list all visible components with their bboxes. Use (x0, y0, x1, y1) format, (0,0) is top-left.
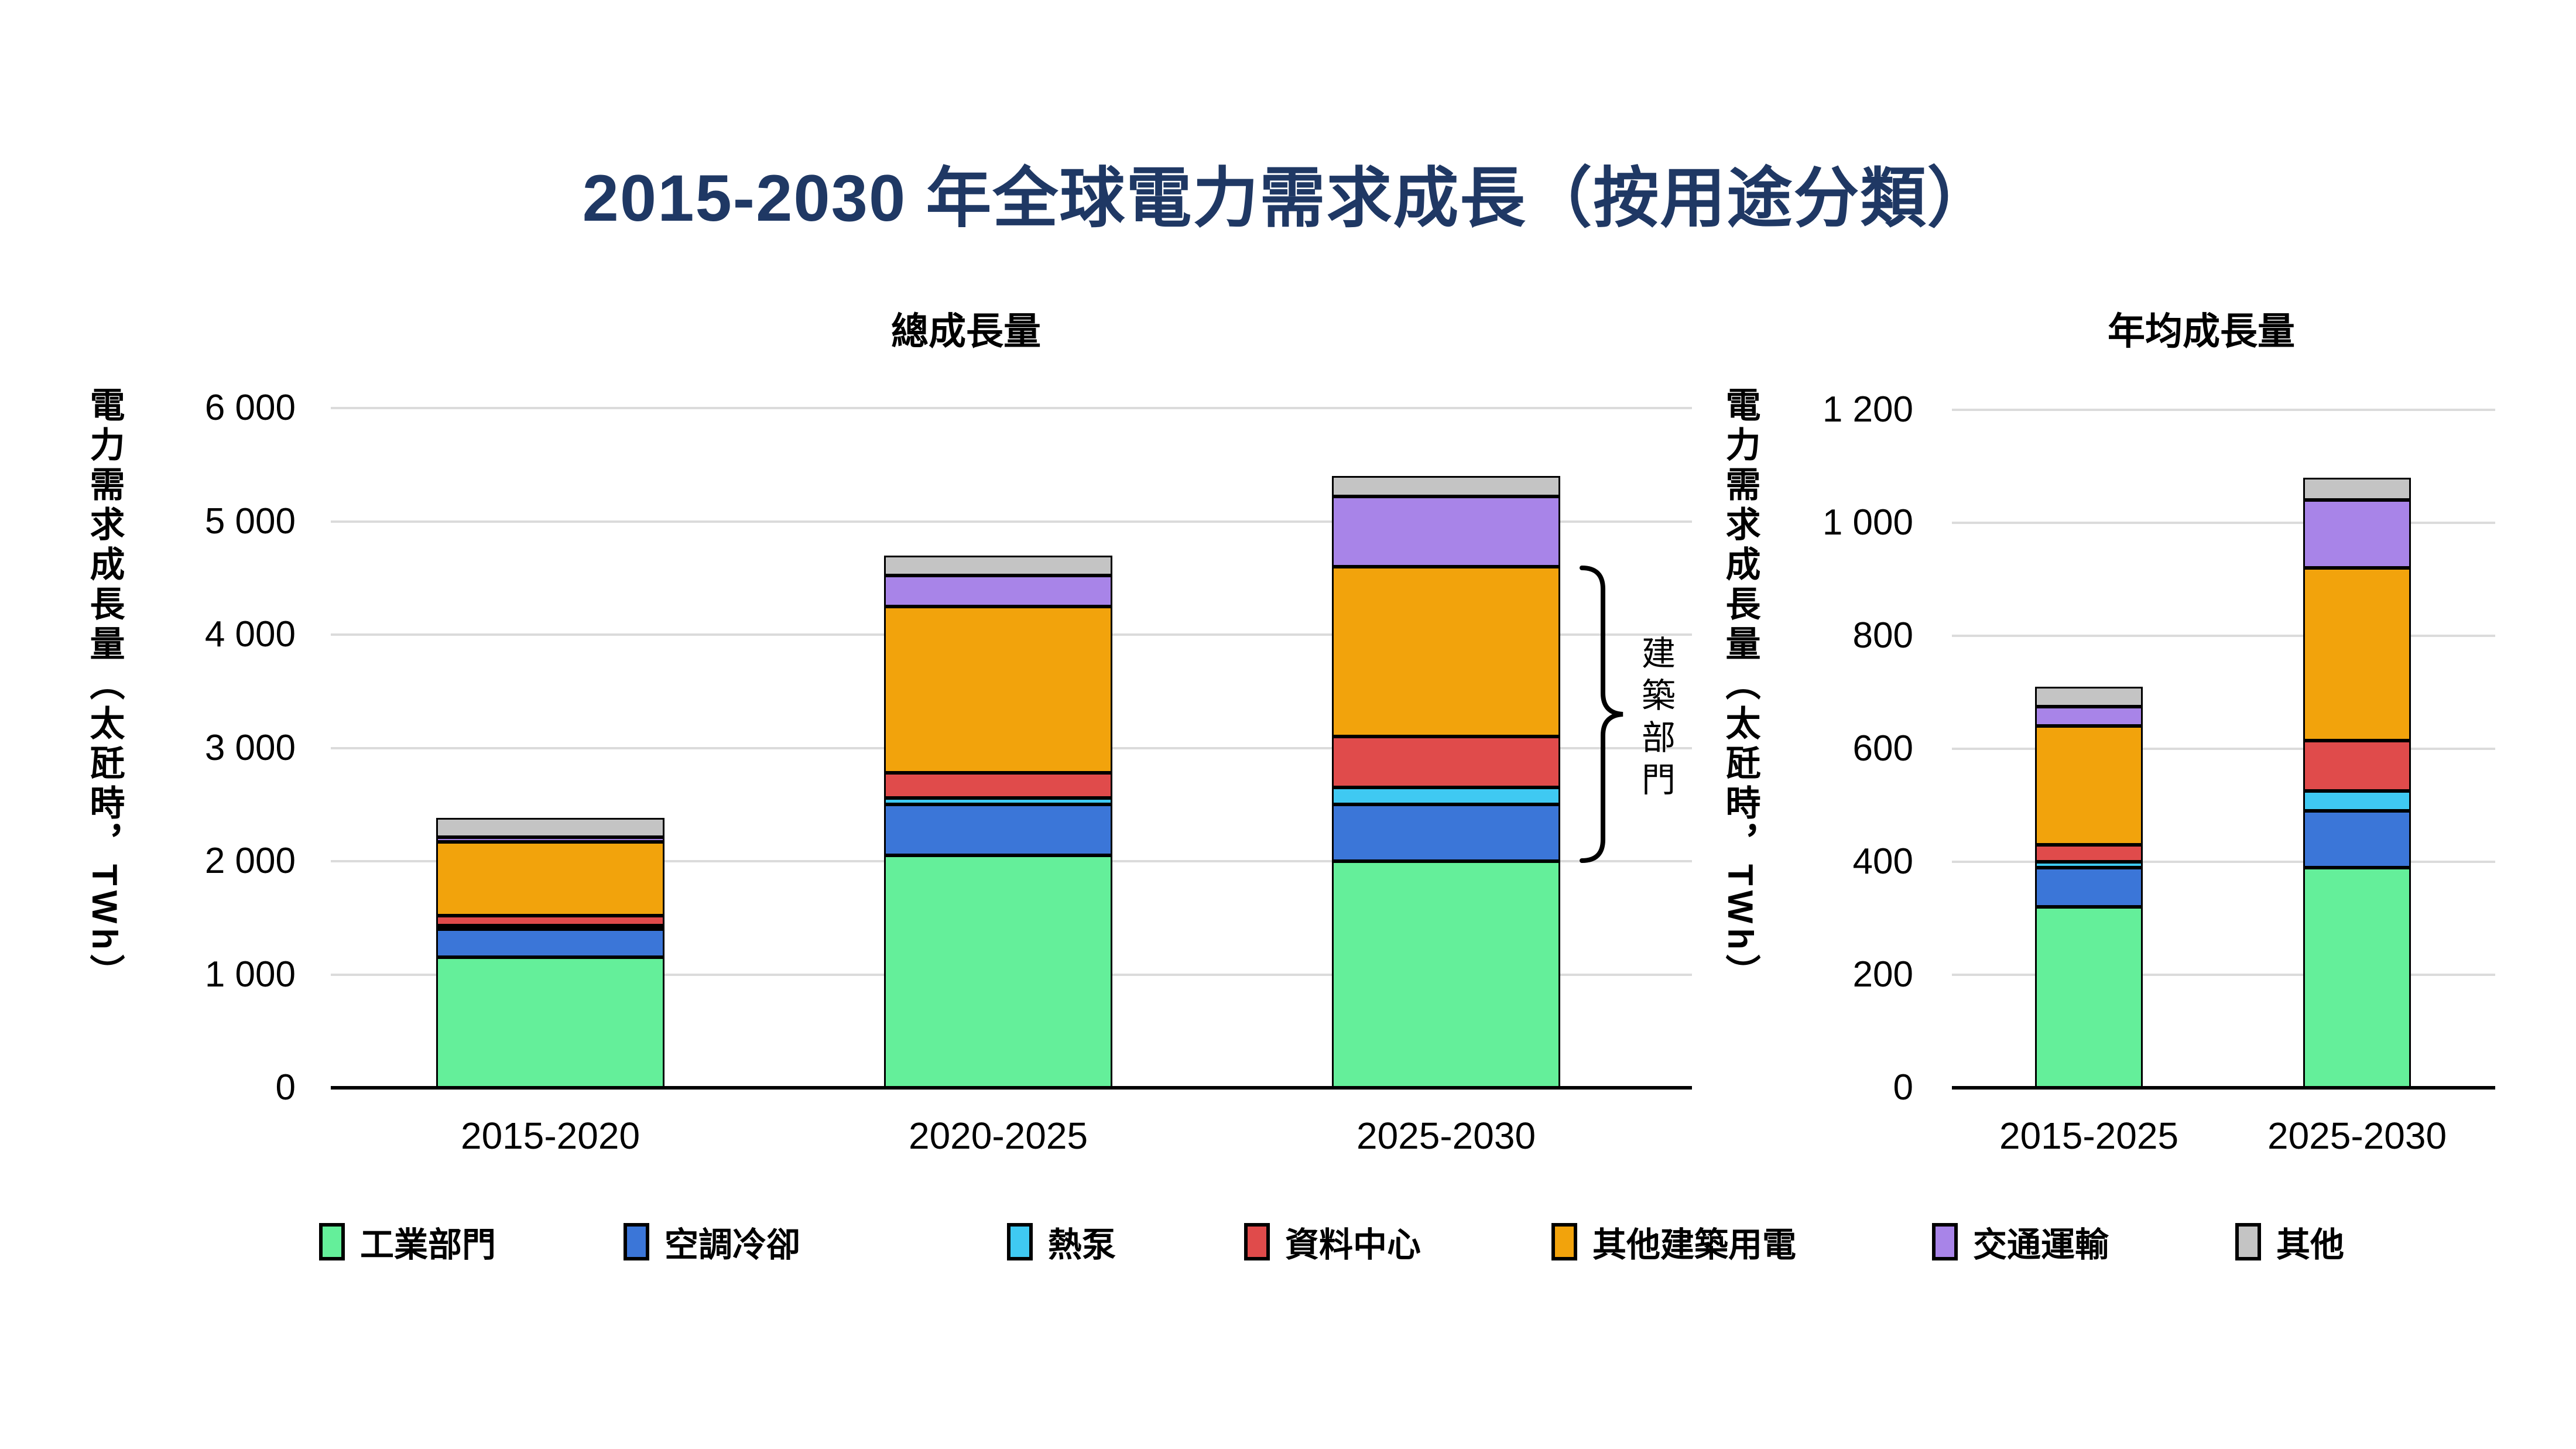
other-buildings-swatch (1551, 1223, 1577, 1260)
bar-segment-空調冷卻 (2303, 811, 2411, 868)
legend-label: 資料中心 (1285, 1226, 1421, 1264)
bar-segment-交通運輸 (1332, 496, 1560, 567)
bar-segment-熱泵 (2303, 791, 2411, 811)
gridline (331, 407, 1692, 409)
bar-segment-資料中心 (2035, 845, 2143, 862)
gridline (1952, 974, 2495, 976)
y-axis-label-annual: 電力需求成長量（太瓩時，TWh） (1721, 386, 1760, 994)
x-tick-label: 2015-2025 (1999, 1115, 2179, 1157)
x-axis-line (331, 1086, 1692, 1090)
gridline (1952, 635, 2495, 637)
y-tick-label: 600 (1852, 728, 1913, 769)
datacenter-swatch (1244, 1223, 1270, 1260)
y-tick-label: 1 000 (1822, 502, 1913, 543)
bar-segment-熱泵 (884, 797, 1112, 805)
x-tick-label: 2025-2030 (2267, 1115, 2447, 1157)
x-tick-label: 2015-2020 (460, 1115, 640, 1157)
legend-item-industry: 工業部門 (319, 1219, 496, 1265)
legend-item-transport: 交通運輸 (1932, 1219, 2109, 1265)
y-axis-label-total: 電力需求成長量（太瓩時，TWh） (85, 386, 124, 994)
bar-segment-資料中心 (1332, 737, 1560, 788)
legend-label: 其他建築用電 (1592, 1226, 1797, 1264)
bar-segment-其他建築用電 (884, 606, 1112, 773)
y-tick-label: 6 000 (204, 388, 296, 428)
bar-segment-其他建築用電 (2035, 726, 2143, 845)
y-tick-label: 4 000 (204, 614, 296, 655)
bar-segment-其他建築用電 (1332, 566, 1560, 737)
subplot-title-total: 總成長量 (891, 310, 1041, 352)
y-tick-label: 800 (1852, 615, 1913, 656)
legend-item-datacenter: 資料中心 (1244, 1219, 1421, 1265)
legend-label: 空調冷卻 (664, 1226, 801, 1264)
legend-item-cooling: 空調冷卻 (624, 1219, 800, 1265)
bar-segment-熱泵 (1332, 787, 1560, 805)
y-tick-label: 1 000 (204, 954, 296, 995)
legend-item-other: 其他 (2235, 1219, 2344, 1265)
bar-segment-交通運輸 (436, 837, 664, 842)
legend-label: 交通運輸 (1973, 1226, 2109, 1264)
bar-segment-空調冷卻 (2035, 867, 2143, 907)
legend-item-heatpump: 熱泵 (1007, 1219, 1116, 1265)
legend-item-other-buildings: 其他建築用電 (1551, 1219, 1796, 1265)
bar-segment-空調冷卻 (884, 804, 1112, 856)
y-tick-label: 3 000 (204, 727, 296, 768)
bar-segment-其他 (2303, 477, 2411, 501)
bar-segment-空調冷卻 (436, 929, 664, 958)
bar-segment-其他 (1332, 476, 1560, 496)
building-sector-label: 建築部門 (1636, 635, 1674, 804)
bar-segment-交通運輸 (2303, 500, 2411, 568)
bar-segment-工業部門 (2035, 907, 2143, 1088)
legend: 工業部門 空調冷卻 熱泵 資料中心 其他建築用電 交通運輸 其他 (0, 1219, 2576, 1266)
bar-segment-工業部門 (436, 957, 664, 1088)
bar-segment-熱泵 (436, 926, 664, 930)
gridline (1952, 522, 2495, 524)
x-axis-line (1952, 1086, 2495, 1090)
subplot-title-annual: 年均成長量 (2108, 310, 2295, 352)
gridline (1952, 409, 2495, 411)
bar-segment-資料中心 (884, 773, 1112, 798)
bar-segment-其他 (884, 555, 1112, 576)
bar-segment-熱泵 (2035, 862, 2143, 868)
y-tick-label: 2 000 (204, 841, 296, 881)
bar-segment-其他建築用電 (436, 842, 664, 916)
building-sector-brace (1580, 566, 1623, 863)
y-tick-label: 5 000 (204, 501, 296, 542)
y-tick-label: 1 200 (1822, 389, 1913, 430)
y-tick-label: 200 (1852, 954, 1913, 995)
bar-segment-工業部門 (1332, 861, 1560, 1088)
y-tick-label: 0 (1893, 1067, 1913, 1108)
gridline (1952, 748, 2495, 750)
bar-segment-資料中心 (436, 915, 664, 926)
heatpump-swatch (1007, 1223, 1033, 1260)
bar-segment-其他 (2035, 686, 2143, 707)
bar-segment-空調冷卻 (1332, 804, 1560, 861)
y-tick-label: 0 (275, 1067, 296, 1108)
bar-segment-交通運輸 (2035, 706, 2143, 727)
x-tick-label: 2025-2030 (1356, 1115, 1536, 1157)
legend-label: 工業部門 (360, 1226, 496, 1264)
gridline (1952, 861, 2495, 863)
page-title: 2015-2030 年全球電力需求成長（按用途分類） (582, 162, 1994, 235)
bar-segment-其他 (436, 818, 664, 838)
bar-segment-其他建築用電 (2303, 568, 2411, 741)
other-swatch (2235, 1223, 2261, 1260)
cooling-swatch (624, 1223, 649, 1260)
bar-segment-工業部門 (2303, 867, 2411, 1088)
industry-swatch (319, 1223, 345, 1260)
bar-segment-交通運輸 (884, 576, 1112, 607)
transport-swatch (1932, 1223, 1958, 1260)
x-tick-label: 2020-2025 (908, 1115, 1088, 1157)
bar-segment-資料中心 (2303, 740, 2411, 792)
legend-label: 其他 (2276, 1226, 2345, 1264)
y-tick-label: 400 (1852, 841, 1913, 882)
gridline (331, 520, 1692, 523)
legend-label: 熱泵 (1048, 1226, 1116, 1264)
bar-segment-工業部門 (884, 855, 1112, 1088)
